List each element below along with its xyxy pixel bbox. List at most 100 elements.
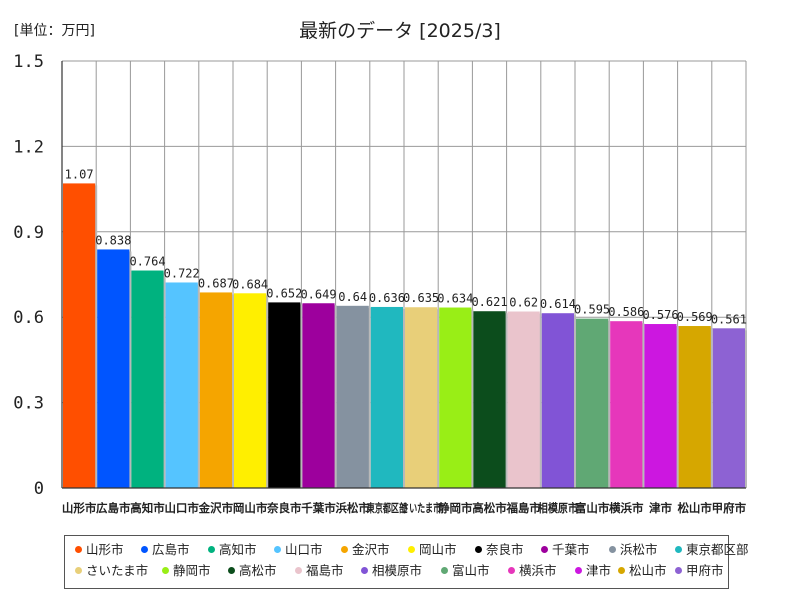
y-tick-label: 1.2 bbox=[13, 137, 44, 157]
legend-marker bbox=[675, 546, 682, 553]
legend-label: 東京都区部 bbox=[686, 542, 749, 557]
x-tick-label: 金沢市 bbox=[198, 501, 234, 515]
legend-marker bbox=[675, 567, 682, 574]
data-label: 0.764 bbox=[129, 255, 165, 269]
bar bbox=[131, 270, 164, 488]
legend-item: 広島市 bbox=[141, 542, 190, 558]
legend-marker bbox=[575, 567, 582, 574]
legend-label: 岡山市 bbox=[419, 542, 457, 557]
x-tick-label: 東京都区部 bbox=[367, 501, 408, 515]
legend-marker bbox=[609, 546, 616, 553]
x-tick-label: 津市 bbox=[649, 501, 672, 515]
legend-item: 甲府市 bbox=[675, 563, 724, 579]
x-tick-label: 富山市 bbox=[575, 501, 610, 515]
data-label: 0.722 bbox=[164, 266, 200, 280]
legend-item: 相模原市 bbox=[361, 563, 422, 579]
y-tick-label: 1.5 bbox=[13, 52, 44, 72]
legend-label: 山形市 bbox=[86, 542, 124, 557]
legend-item: さいたま市 bbox=[75, 563, 148, 579]
x-tick-label: 山口市 bbox=[164, 501, 199, 515]
legend-label: 津市 bbox=[586, 563, 612, 578]
legend-marker bbox=[508, 567, 515, 574]
bar bbox=[199, 292, 232, 488]
data-label: 0.687 bbox=[198, 276, 234, 290]
x-tick-label: 高知市 bbox=[130, 501, 165, 515]
legend-label: 松山市 bbox=[629, 563, 667, 578]
x-tick-label: 岡山市 bbox=[233, 501, 268, 515]
legend-label: 横浜市 bbox=[519, 563, 557, 578]
y-tick-label: 0 bbox=[34, 479, 44, 499]
legend-label: 相模原市 bbox=[372, 563, 423, 578]
data-label: 0.649 bbox=[300, 287, 336, 301]
bar bbox=[678, 326, 711, 488]
legend-marker bbox=[408, 546, 415, 553]
x-tick-label: 千葉市 bbox=[301, 501, 336, 515]
bar bbox=[302, 303, 335, 488]
legend-marker bbox=[274, 546, 281, 553]
legend-item: 静岡市 bbox=[162, 563, 211, 579]
legend-marker bbox=[295, 567, 302, 574]
data-label: 0.576 bbox=[642, 308, 678, 322]
data-label: 0.561 bbox=[711, 312, 747, 326]
x-tick-label: さいたま市 bbox=[401, 501, 442, 515]
data-label: 1.07 bbox=[65, 167, 94, 181]
legend-label: 福島市 bbox=[306, 563, 344, 578]
legend-item: 東京都区部 bbox=[675, 542, 749, 558]
legend-item: 山口市 bbox=[274, 542, 323, 558]
legend-marker bbox=[441, 567, 448, 574]
legend-marker bbox=[141, 546, 148, 553]
legend-label: 静岡市 bbox=[173, 563, 211, 578]
legend-label: 高知市 bbox=[219, 542, 257, 557]
legend-label: 山口市 bbox=[285, 542, 323, 557]
legend-label: 高松市 bbox=[239, 563, 277, 578]
data-label: 0.621 bbox=[471, 295, 507, 309]
bar bbox=[405, 307, 438, 488]
x-tick-label: 高松市 bbox=[472, 501, 507, 515]
chart-title: 最新のデータ [2025/3] bbox=[299, 20, 501, 42]
legend-marker bbox=[341, 546, 348, 553]
data-label: 0.614 bbox=[540, 297, 576, 311]
data-label: 0.569 bbox=[677, 310, 713, 324]
data-label: 0.636 bbox=[369, 291, 405, 305]
data-label: 0.838 bbox=[95, 233, 131, 247]
bar bbox=[610, 321, 643, 488]
legend-item: 奈良市 bbox=[475, 542, 524, 558]
x-tick-label: 横浜市 bbox=[609, 501, 644, 515]
data-label: 0.635 bbox=[403, 291, 439, 305]
legend-label: 富山市 bbox=[452, 563, 490, 578]
legend-label: 金沢市 bbox=[352, 542, 390, 557]
y-tick-label: 0.6 bbox=[13, 308, 44, 328]
legend-marker bbox=[541, 546, 548, 553]
unit-label: [単位：万円] bbox=[14, 23, 95, 39]
bar bbox=[234, 293, 267, 488]
x-tick-label: 奈良市 bbox=[266, 501, 302, 515]
data-label: 0.64 bbox=[338, 290, 367, 304]
legend-marker bbox=[228, 567, 235, 574]
legend-item: 松山市 bbox=[618, 563, 667, 579]
legend-item: 横浜市 bbox=[508, 563, 557, 579]
bar bbox=[507, 311, 540, 488]
x-tick-label: 広島市 bbox=[96, 501, 131, 515]
y-tick-label: 0.9 bbox=[13, 223, 44, 243]
legend-label: 甲府市 bbox=[686, 563, 724, 578]
legend-label: 千葉市 bbox=[552, 542, 590, 557]
bar bbox=[336, 305, 369, 488]
legend-marker bbox=[75, 567, 82, 574]
legend-marker bbox=[361, 567, 368, 574]
data-label: 0.684 bbox=[232, 277, 268, 291]
data-label: 0.634 bbox=[437, 292, 473, 306]
x-tick-label: 甲府市 bbox=[712, 501, 747, 515]
legend-label: 浜松市 bbox=[620, 542, 658, 557]
bar bbox=[473, 311, 506, 488]
x-tick-label: 浜松市 bbox=[335, 501, 370, 515]
legend-label: 広島市 bbox=[152, 542, 190, 557]
x-tick-label: 山形市 bbox=[62, 501, 97, 515]
y-tick-label: 0.3 bbox=[13, 394, 44, 414]
legend-item: 津市 bbox=[575, 563, 611, 579]
data-label: 0.62 bbox=[509, 296, 538, 310]
bar bbox=[644, 324, 677, 488]
bar bbox=[370, 306, 403, 488]
data-label: 0.652 bbox=[266, 286, 302, 300]
bar bbox=[439, 307, 472, 488]
